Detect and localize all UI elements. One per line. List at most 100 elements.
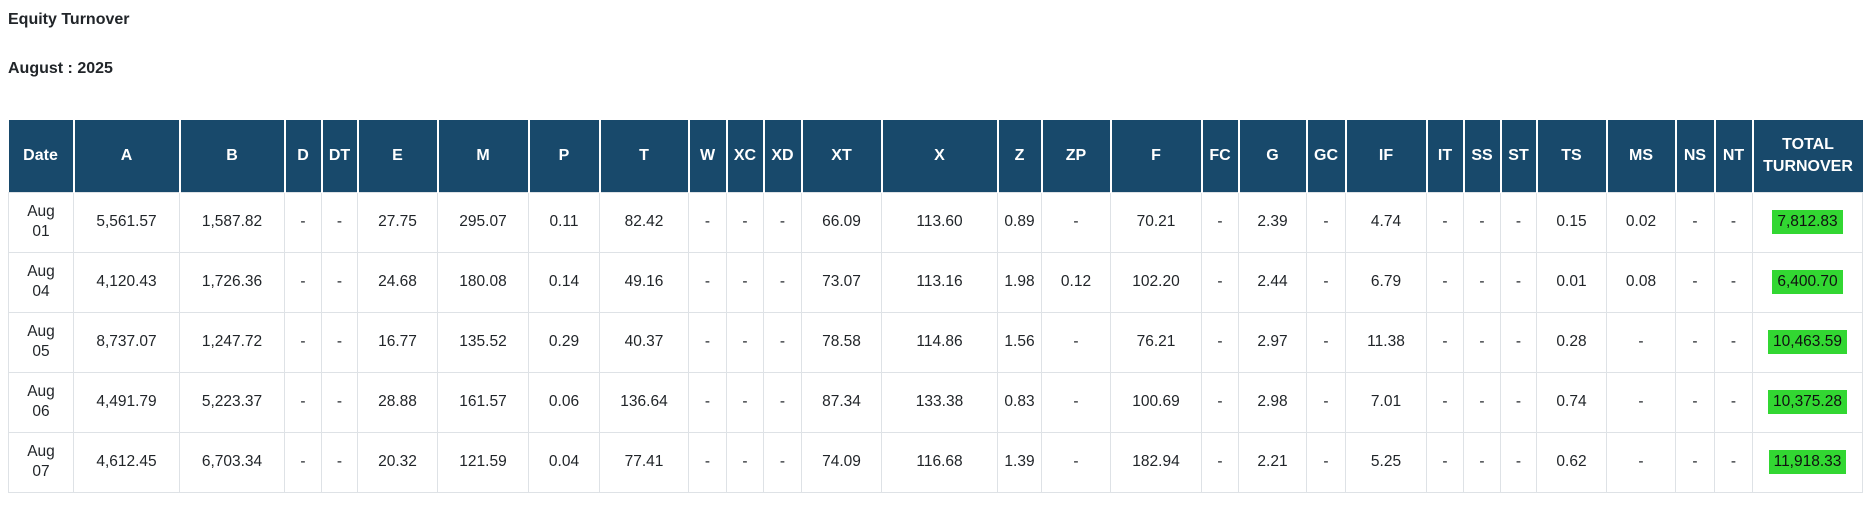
value-cell: - [321, 311, 358, 373]
value-cell: 116.68 [881, 431, 998, 493]
value-cell: - [1675, 251, 1715, 313]
value-cell: 77.41 [599, 431, 689, 493]
value-cell: - [763, 251, 802, 313]
value-cell: 0.11 [528, 191, 600, 253]
value-cell: - [284, 431, 322, 493]
value-cell: 82.42 [599, 191, 689, 253]
value-cell: - [726, 251, 764, 313]
value-cell: 0.06 [528, 371, 600, 433]
total-turnover-highlight: 10,463.59 [1768, 329, 1847, 355]
value-cell: - [1714, 191, 1753, 253]
value-cell: 0.62 [1536, 431, 1607, 493]
column-header-a: A [73, 120, 181, 192]
column-header-ss: SS [1463, 120, 1502, 192]
value-cell: 5,561.57 [73, 191, 180, 253]
value-cell: - [726, 191, 764, 253]
total-turnover-cell: 10,375.28 [1752, 371, 1863, 433]
value-cell: 4,612.45 [73, 431, 180, 493]
total-turnover-cell: 10,463.59 [1752, 311, 1863, 373]
page-title: Equity Turnover [8, 11, 130, 28]
value-cell: 87.34 [801, 371, 882, 433]
total-turnover-highlight: 11,918.33 [1768, 449, 1847, 475]
value-cell: - [1463, 371, 1501, 433]
table-header: Date A B D DT E M P T W XC XD XT X Z ZP F FC G GC IF IT SS ST TS… [8, 120, 1863, 192]
value-cell: - [688, 311, 727, 373]
column-header-m: M [437, 120, 530, 192]
column-header-gc: GC [1306, 120, 1347, 192]
table-row: Aug 05 8,737.07 1,247.72- -16.77 135.52 0.29 40… [8, 311, 1863, 373]
value-cell: 180.08 [437, 251, 529, 313]
value-cell: - [1426, 311, 1464, 373]
column-header-xd: XD [763, 120, 803, 192]
value-cell: - [726, 371, 764, 433]
column-header-xc: XC [726, 120, 765, 192]
value-cell: - [1500, 191, 1537, 253]
value-cell: 1,726.36 [179, 251, 285, 313]
column-header-it: IT [1426, 120, 1465, 192]
column-header-ns: NS [1675, 120, 1716, 192]
total-turnover-highlight: 7,812.83 [1772, 209, 1843, 235]
total-turnover-cell: 11,918.33 [1752, 431, 1863, 493]
column-header-e: E [357, 120, 439, 192]
value-cell: 5.25 [1345, 431, 1427, 493]
value-cell: - [1201, 191, 1239, 253]
value-cell: - [688, 371, 727, 433]
value-cell: - [1606, 371, 1676, 433]
value-cell: 8,737.07 [73, 311, 180, 373]
value-cell: 49.16 [599, 251, 689, 313]
value-cell: 0.04 [528, 431, 600, 493]
value-cell: - [1426, 251, 1464, 313]
value-cell: 73.07 [801, 251, 882, 313]
column-header-w: W [688, 120, 728, 192]
value-cell: 2.39 [1238, 191, 1307, 253]
value-cell: 0.14 [528, 251, 600, 313]
value-cell: - [1306, 251, 1346, 313]
value-cell: - [1463, 431, 1501, 493]
value-cell: 70.21 [1110, 191, 1202, 253]
value-cell: 16.77 [357, 311, 438, 373]
page: Equity Turnover August : 2025 Date A B D DT E… [8, 11, 1863, 493]
value-cell: - [1714, 311, 1753, 373]
value-cell: 2.98 [1238, 371, 1307, 433]
value-cell: - [321, 371, 358, 433]
value-cell: - [1201, 371, 1239, 433]
value-cell: - [1675, 431, 1715, 493]
value-cell: - [1675, 371, 1715, 433]
date-cell: Aug 07 [8, 431, 74, 493]
value-cell: 1,247.72 [179, 311, 285, 373]
value-cell: - [688, 251, 727, 313]
table-row: Aug 04 4,120.43 1,726.36- -24.68 180.08 0.14 49… [8, 251, 1863, 313]
value-cell: - [284, 311, 322, 373]
value-cell: 2.21 [1238, 431, 1307, 493]
value-cell: 11.38 [1345, 311, 1427, 373]
value-cell: - [688, 191, 727, 253]
value-cell: - [1306, 431, 1346, 493]
value-cell: - [1675, 311, 1715, 373]
date-cell: Aug 04 [8, 251, 74, 313]
value-cell: 0.02 [1606, 191, 1676, 253]
value-cell: - [763, 311, 802, 373]
value-cell: - [726, 431, 764, 493]
value-cell: 2.97 [1238, 311, 1307, 373]
value-cell: 2.44 [1238, 251, 1307, 313]
value-cell: 102.20 [1110, 251, 1202, 313]
value-cell: 20.32 [357, 431, 438, 493]
value-cell: 100.69 [1110, 371, 1202, 433]
column-header-nt: NT [1714, 120, 1754, 192]
column-header-date: Date [8, 120, 75, 192]
value-cell: - [1714, 251, 1753, 313]
table-row: Aug 07 4,612.45 6,703.34- -20.32 121.59 0.04 77… [8, 431, 1863, 493]
value-cell: 4.74 [1345, 191, 1427, 253]
header-row: Date A B D DT E M P T W XC XD XT X Z ZP F FC G GC IF IT SS ST TS… [8, 120, 1863, 192]
value-cell: 24.68 [357, 251, 438, 313]
column-header-z: Z [997, 120, 1043, 192]
value-cell: 74.09 [801, 431, 882, 493]
value-cell: 114.86 [881, 311, 998, 373]
value-cell: 78.58 [801, 311, 882, 373]
value-cell: 113.16 [881, 251, 998, 313]
period-subtitle: August : 2025 [8, 60, 113, 77]
value-cell: - [1606, 431, 1676, 493]
value-cell: - [1306, 371, 1346, 433]
value-cell: - [1463, 191, 1501, 253]
value-cell: - [1606, 311, 1676, 373]
